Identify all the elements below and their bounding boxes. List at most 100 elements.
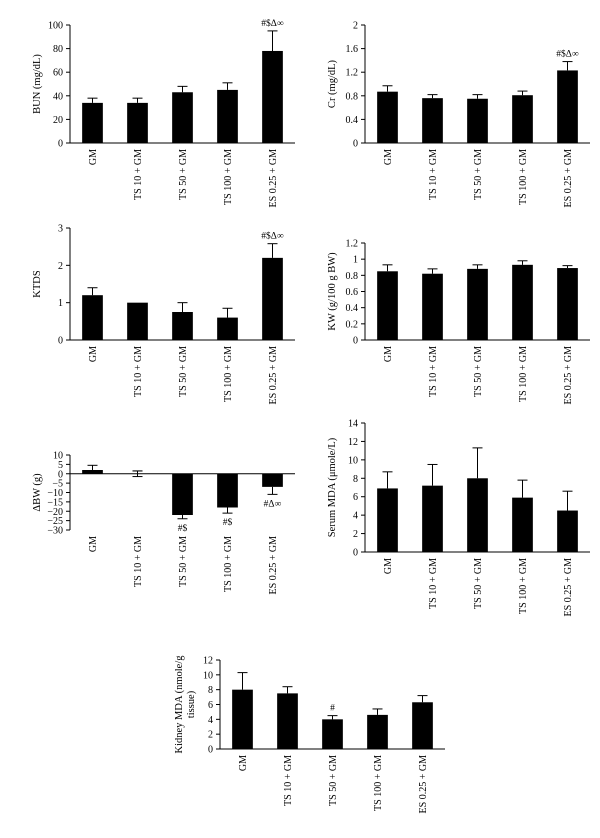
x-tick-label: ES 0.25 + GM <box>268 346 279 405</box>
y-tick-label: 60 <box>53 68 63 79</box>
x-tick-label: TS 50 + GM <box>473 558 484 609</box>
x-tick-label: TS 50 + GM <box>178 346 189 397</box>
bar-kw-0 <box>377 271 398 340</box>
x-tick-label: ES 0.25 + GM <box>563 346 574 405</box>
y-tick-label: 0.2 <box>346 319 359 330</box>
x-tick-label: TS 10 + GM <box>283 755 294 806</box>
bar-bun-2 <box>172 92 193 143</box>
bar-dbw-2 <box>172 473 193 515</box>
y-tick-label: 20 <box>53 115 63 126</box>
x-tick-label: TS 100 + GM <box>518 558 529 614</box>
chart-ktds: 0 1 2 3 GM TS 10 + GM TS 50 + GM TS 100 + GM #$Δ… <box>10 210 305 420</box>
significance-label: #$ <box>178 523 188 534</box>
y-tick-label: 1.6 <box>346 44 359 55</box>
bar-kw-3 <box>512 264 533 340</box>
bar-kmda-3 <box>367 714 388 749</box>
x-tick-label: TS 10 + GM <box>428 558 439 609</box>
y-tick-label: 100 <box>48 21 63 32</box>
bar-cr-2 <box>467 98 488 143</box>
chart-cr: 0 0.4 0.8 1.2 1.6 2 GM TS 10 + GM TS 50 + GM TS 1… <box>305 0 600 210</box>
y-tick-label: 0 <box>58 336 63 347</box>
significance-label: # <box>330 704 335 714</box>
y-tick-label: 0 <box>58 139 63 150</box>
bar-ktds-2 <box>172 312 193 340</box>
bar-cr-3 <box>512 95 533 143</box>
y-axis-title: Cr (mg/dL) <box>327 59 338 108</box>
significance-label: #Δ∞ <box>264 499 282 509</box>
y-tick-label: −25 <box>47 516 63 527</box>
y-tick-label: −5 <box>52 479 63 490</box>
y-tick-label: 6 <box>208 700 213 711</box>
x-tick-label: ES 0.25 + GM <box>563 558 574 617</box>
x-tick-label: GM <box>88 149 99 165</box>
y-axis-title: KTDS <box>32 270 43 298</box>
bar-dbw-0 <box>82 470 103 474</box>
bar-kmda-0 <box>232 689 253 749</box>
y-tick-label: 3 <box>58 224 63 235</box>
bar-smda-0 <box>377 488 398 552</box>
y-tick-label: 4 <box>208 715 213 726</box>
bar-ktds-1 <box>127 302 148 340</box>
y-tick-label: 2 <box>58 261 63 272</box>
bar-bun-4 <box>262 50 283 143</box>
y-axis-title: KW (g/100 g BW) <box>327 252 338 331</box>
y-axis-title: Kidney MDA (nmole/g <box>174 655 185 754</box>
x-tick-label: TS 50 + GM <box>328 755 339 806</box>
x-tick-label: ES 0.25 + GM <box>418 755 429 814</box>
y-tick-label: 1 <box>58 298 63 309</box>
y-tick-label: −20 <box>47 507 63 518</box>
x-tick-label: TS 10 + GM <box>133 149 144 200</box>
y-tick-label: 2 <box>353 529 358 540</box>
x-tick-label: TS 10 + GM <box>428 149 439 200</box>
y-tick-label: 0 <box>353 139 358 150</box>
bar-smda-4 <box>557 510 578 552</box>
bar-smda-3 <box>512 497 533 552</box>
y-tick-label: 0 <box>208 745 213 756</box>
y-tick-label: 1 <box>353 255 358 266</box>
significance-label: #$Δ∞ <box>261 231 284 242</box>
bar-bun-0 <box>82 102 103 143</box>
x-tick-label: TS 100 + GM <box>518 149 529 205</box>
y-tick-label: 0.4 <box>346 303 359 314</box>
y-tick-label: 10 <box>53 451 63 462</box>
y-tick-label: 10 <box>203 670 213 681</box>
x-tick-label: GM <box>383 558 394 574</box>
y-tick-label: 14 <box>348 419 358 430</box>
chart-delta-bw: −30 −25 −20 −15 −10 −5 0 5 10 GM TS 10 + GM #$ TS 50… <box>10 420 305 630</box>
x-tick-label: GM <box>238 755 249 771</box>
y-tick-label: 10 <box>348 455 358 466</box>
y-tick-label: 0.8 <box>346 271 359 282</box>
y-tick-label: 0 <box>353 548 358 559</box>
bar-cr-4 <box>557 70 578 143</box>
y-tick-label: −15 <box>47 497 63 508</box>
significance-label: #$ <box>223 517 233 528</box>
x-tick-label: TS 50 + GM <box>178 149 189 200</box>
significance-label: #$Δ∞ <box>556 49 579 60</box>
x-tick-label: ES 0.25 + GM <box>563 149 574 208</box>
bar-kw-4 <box>557 268 578 340</box>
bar-cr-0 <box>377 91 398 143</box>
x-tick-label: TS 10 + GM <box>133 346 144 397</box>
x-tick-label: ES 0.25 + GM <box>268 149 279 208</box>
y-axis-title: ΔBW (g) <box>32 473 43 512</box>
chart-kidney-mda: 0 2 4 6 8 10 12 GM TS 10 + GM # TS 50 + GM TS 100 +… <box>160 632 455 838</box>
bar-ktds-4 <box>262 257 283 340</box>
chart-serum-mda: 0 2 4 6 8 10 12 14 GM TS 10 + GM TS 50 + GM TS 100 … <box>305 419 600 630</box>
x-tick-label: ES 0.25 + GM <box>268 536 279 595</box>
y-tick-label: 2 <box>353 21 358 32</box>
bar-bun-3 <box>217 89 238 143</box>
x-tick-label: TS 100 + GM <box>223 536 234 592</box>
x-tick-label: TS 10 + GM <box>428 346 439 397</box>
bar-ktds-3 <box>217 317 238 340</box>
x-tick-label: TS 50 + GM <box>178 536 189 587</box>
y-tick-label: 12 <box>348 437 358 448</box>
x-tick-label: TS 50 + GM <box>473 346 484 397</box>
y-tick-label: 12 <box>203 656 213 667</box>
y-tick-label: 0.6 <box>346 287 359 298</box>
chart-svg-kw: 0 0.2 0.4 0.6 0.8 1 1.2 GM TS 10 + GM TS 50 + GM T… <box>327 239 590 405</box>
y-tick-label: 4 <box>353 511 358 522</box>
x-tick-label: GM <box>383 346 394 362</box>
x-tick-label: TS 100 + GM <box>373 755 384 811</box>
y-tick-label: 0.8 <box>346 91 359 102</box>
